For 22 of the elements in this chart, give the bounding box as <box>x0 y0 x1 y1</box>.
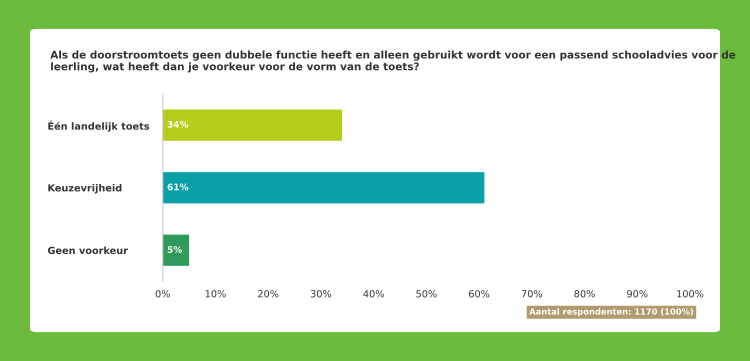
x-tick-label: 50% <box>416 290 437 298</box>
x-tick-label: 90% <box>627 290 648 298</box>
y-tick-label: Één landelijk toets <box>48 120 150 132</box>
y-tick-label: Keuzevrijheid <box>48 184 122 194</box>
x-tick-label: 10% <box>206 290 226 298</box>
data-label: 61% <box>168 184 188 190</box>
data-label: 5% <box>168 246 182 253</box>
x-tick-label: 60% <box>468 290 490 298</box>
bar <box>162 234 190 266</box>
bar <box>162 110 342 141</box>
chart-title: Als de doorstroomtoets geen dubbele functie heeft en alleen gebruikt wordt voor een passend schooladvies voor de leerling, wat heeft dan je voorkeur voor de vorm van de toets? <box>50 50 736 72</box>
text: Aantal respondenten: 1170 (100%) <box>529 308 694 316</box>
data-label: 34% <box>168 120 188 128</box>
x-tick-label: 40% <box>363 290 384 298</box>
x-tick-label: 30% <box>310 290 332 298</box>
x-tick-label: 0% <box>156 290 170 298</box>
x-tick-label: 20% <box>258 290 278 298</box>
bar <box>162 172 484 204</box>
x-tick-label: 80% <box>574 290 595 298</box>
x-tick-label: 100% <box>677 290 704 298</box>
y-tick-label: Geen voorkeur <box>48 246 128 254</box>
x-tick-label: 70% <box>522 290 542 298</box>
